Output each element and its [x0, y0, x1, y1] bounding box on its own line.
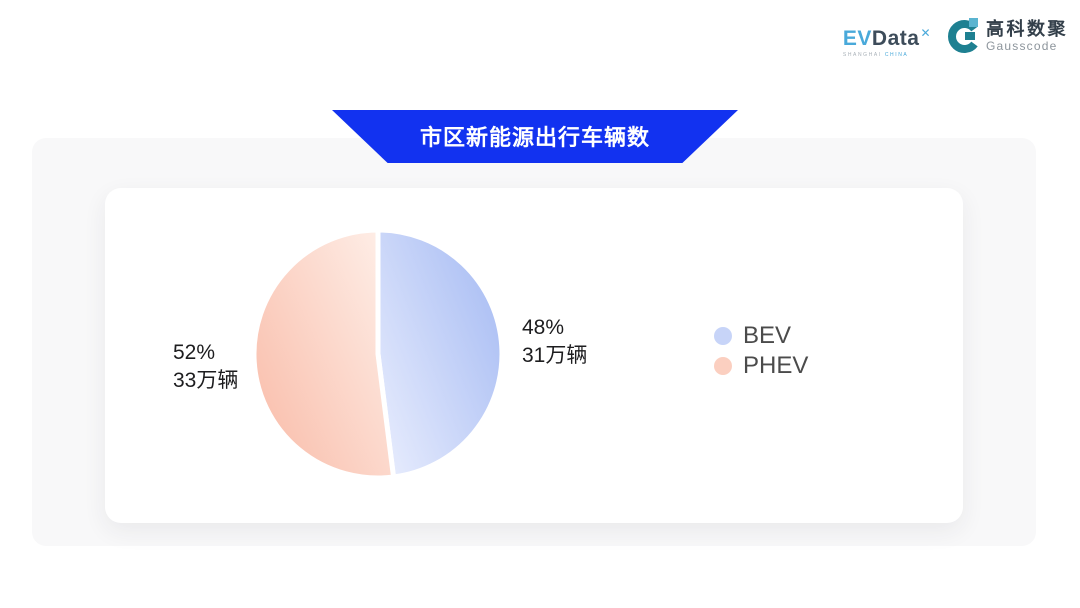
legend-item-bev[interactable]: BEV	[714, 322, 808, 349]
evdata-ev-text: EV	[842, 27, 872, 50]
pie-chart[interactable]	[246, 222, 510, 486]
bev-percent: 48%	[522, 316, 565, 339]
header-logos: EVData✕ SHANGHAI CHINA 高科数聚 Gausscode	[843, 16, 1068, 58]
legend-dot-bev	[714, 326, 732, 345]
pie-label-bev: 48% 31万辆	[522, 314, 587, 370]
page-title: 市区新能源出行车辆数	[419, 124, 650, 150]
pie-label-phev: 52% 33万辆	[173, 339, 238, 395]
gausscode-g-mark-icon	[948, 18, 978, 53]
pie-slice-phev[interactable]	[251, 227, 397, 481]
gausscode-cn-name: 高科数聚	[986, 19, 1068, 39]
chart-card: 48% 31万辆 52% 33万辆 BEV PHEV	[105, 188, 963, 523]
evdata-wordmark: EVData✕	[843, 22, 931, 50]
bev-value: 31万辆	[522, 344, 588, 367]
evdata-x-icon: ✕	[920, 26, 931, 40]
pie-slice-bev[interactable]	[375, 227, 505, 480]
gausscode-en-name: Gausscode	[986, 39, 1058, 53]
chart-legend: BEV PHEV	[714, 322, 808, 379]
evdata-data-text: Data	[871, 27, 920, 50]
legend-label-phev: PHEV	[743, 352, 809, 379]
legend-dot-phev	[714, 356, 732, 375]
legend-label-bev: BEV	[743, 322, 792, 349]
phev-percent: 52%	[173, 341, 216, 364]
evdata-logo: EVData✕ SHANGHAI CHINA	[843, 22, 931, 58]
evdata-tagline: SHANGHAI CHINA	[842, 52, 909, 58]
phev-value: 33万辆	[173, 369, 239, 392]
legend-item-phev[interactable]: PHEV	[714, 352, 808, 379]
title-banner: 市区新能源出行车辆数	[332, 110, 738, 163]
gausscode-text: 高科数聚 Gausscode	[986, 19, 1068, 53]
gausscode-logo: 高科数聚 Gausscode	[945, 16, 1068, 56]
